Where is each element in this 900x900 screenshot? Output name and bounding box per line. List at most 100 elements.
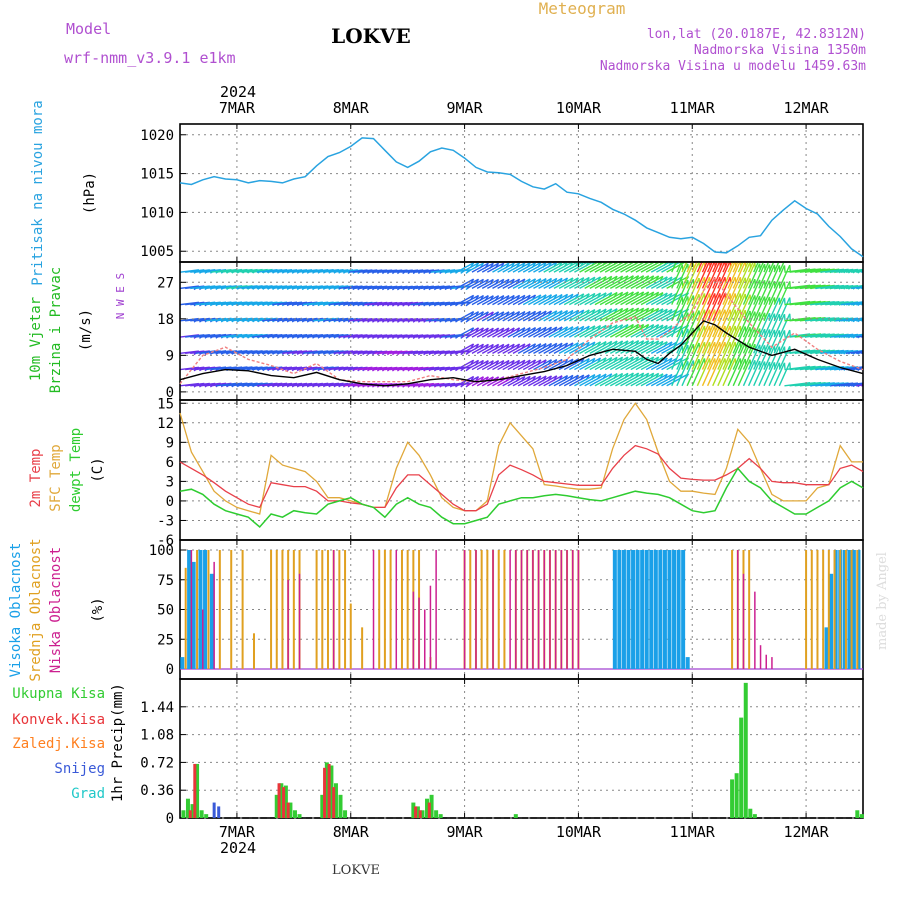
wind-arrow [568,325,590,338]
wind-arrow [747,279,761,305]
cloud-bar [287,579,289,669]
wind-arrow [778,262,785,273]
wind-arrow [732,326,746,354]
wind-arrow [487,359,505,371]
cloud-bar [640,550,645,669]
wind-arrow-head [872,286,877,289]
wind-arrow [492,343,510,354]
wind-arrow [666,308,689,322]
wind-arrow [742,278,756,305]
wind-arrow [558,325,579,338]
wind-arrow [548,342,568,354]
cloud-bar [635,550,640,669]
wind-arrow [742,295,756,322]
wind-arrow [615,340,639,354]
clouds-unit: (%) [90,597,106,622]
wind-arrow [778,362,791,387]
wind-arrow [579,292,601,306]
wind-arrow [701,262,708,273]
precip-legend-item: Zaledj.Kisa [12,736,105,752]
cloud-bar [486,550,489,669]
wind-arrow [681,343,694,370]
clouds-ytick-label: 100 [149,543,174,559]
wind-arrow [476,262,494,273]
wind-arrow [681,360,694,387]
clouds-ytick-label: 75 [157,573,174,589]
wind-arrow [773,262,780,273]
wind-arrow [661,325,683,338]
cloud-bar [321,550,324,669]
cloud-bar [361,627,364,669]
wind-arrow [609,307,634,322]
wind-arrow [609,340,634,354]
cloud-bar [406,550,409,669]
wind-arrow [635,340,659,354]
wind-arrow [773,297,786,322]
wind-arrow [712,341,726,370]
cloud-bar [839,550,842,669]
wind-arrow [456,294,474,306]
precip-bar [320,794,325,818]
wind-arrow [768,329,781,354]
wind-arrow [492,262,510,273]
cloud-bar [543,550,546,669]
wind-arrow [635,356,659,371]
wind-arrow [471,343,489,354]
wind-arrow [712,358,726,387]
wind-arrow [538,277,558,289]
cloud-bar [429,585,432,669]
precip-bar [414,806,418,818]
wind-arrow [517,310,536,322]
wind-arrow [548,262,568,273]
wind-arrow [671,264,683,289]
wind-arrow [727,262,734,273]
precip-bar [425,798,430,818]
cloud-bar [503,550,506,669]
wind-arrow [691,262,698,273]
precip-bar [188,810,192,818]
wind-arrow [732,277,746,305]
wind-arrow [712,293,726,322]
wind-arrow [856,270,863,273]
bottom-date-tick: 11MAR [670,823,716,841]
wind-arrow [666,292,689,306]
wind-arrow [553,309,574,322]
wind-arrow [742,262,756,289]
cloud-bar [526,550,528,669]
wind-arrow [727,262,741,289]
wind-arrow [706,262,721,289]
wind-arrow [481,311,499,322]
cloud-bar [418,597,420,669]
wind-arrow [502,375,520,387]
cloud-bar [315,550,318,669]
wind-arrow [451,317,471,322]
wind-arrow [522,326,542,338]
wind-arrow [620,291,644,306]
wind-arrow [691,262,705,289]
cloud-bar [532,550,534,669]
wind-arrow [861,352,863,355]
precip-ytick-label: 0.36 [140,783,174,799]
wind-arrow [758,262,765,273]
wind-arrow [461,262,479,273]
wind-arrow [589,292,613,306]
pressure-ytick-label: 1020 [140,128,174,144]
wind-arrow [778,264,791,289]
wind-arrow [568,374,590,387]
model-name: wrf-nmm_v3.9.1 e1km [64,49,236,67]
wind-arrow [615,356,639,371]
precip-bar [181,810,186,818]
wind-arrow [517,343,536,354]
wind-arrow-head [877,270,882,273]
wind-arrow [558,374,579,387]
wind-arrow [574,341,596,354]
wind-arrow [527,310,547,322]
wind-arrow [553,277,574,289]
wind-arrow [681,311,694,338]
pressure-ytick-label: 1005 [140,244,174,260]
precip-bar [434,810,439,818]
cloud-bar [423,609,426,669]
wind-arrow [553,326,574,338]
wind-arrow [753,280,766,305]
wind-arrow [747,360,761,387]
